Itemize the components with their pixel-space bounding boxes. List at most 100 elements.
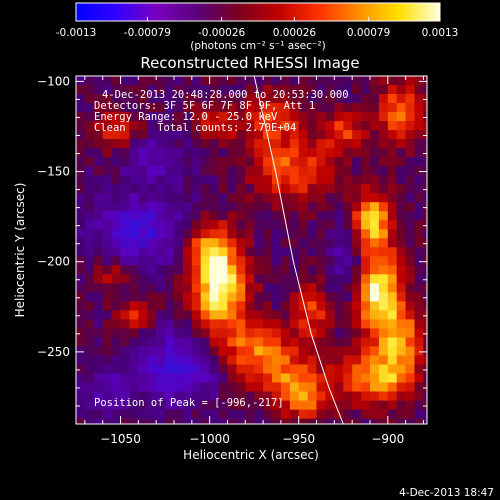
heatmap-cell <box>93 292 104 302</box>
heatmap-cell <box>316 373 326 384</box>
heatmap-cell <box>200 292 211 302</box>
heatmap-cell <box>405 211 416 221</box>
heatmap-cell <box>76 211 86 221</box>
heatmap-cell <box>396 274 407 284</box>
heatmap-cell <box>254 409 264 420</box>
heatmap-cell <box>378 157 389 167</box>
heatmap-cell <box>182 283 193 293</box>
heatmap-cell <box>289 265 300 275</box>
heatmap-cell <box>147 229 157 239</box>
heatmap-cell <box>396 418 407 424</box>
heatmap-cell <box>84 292 95 302</box>
heatmap-cell <box>165 103 175 113</box>
heatmap-cell <box>334 238 344 248</box>
heatmap-cell <box>352 112 362 122</box>
heatmap-cell <box>387 247 398 257</box>
heatmap-cell <box>218 310 228 320</box>
heatmap-cell <box>156 103 166 113</box>
heatmap-cell <box>316 229 326 239</box>
heatmap-cell <box>120 418 130 424</box>
heatmap-cell <box>174 112 184 122</box>
heatmap-cell <box>325 256 335 266</box>
heatmap-cell <box>174 391 184 402</box>
heatmap-cell <box>343 175 353 185</box>
heatmap-cell <box>378 391 389 402</box>
heatmap-cell <box>414 175 424 185</box>
heatmap-cell <box>200 94 211 104</box>
heatmap-cell <box>147 166 157 176</box>
heatmap-cell <box>254 301 264 311</box>
heatmap-cell <box>325 211 335 221</box>
heatmap-cell <box>102 409 113 420</box>
heatmap-cell <box>165 301 175 311</box>
heatmap-cell <box>76 292 86 302</box>
heatmap-cell <box>129 301 139 311</box>
heatmap-cell <box>102 382 113 393</box>
colorbar: -0.0013 -0.00079 -0.00026 0.00026 0.00079 0.0… <box>56 2 458 52</box>
heatmap-cell <box>254 76 264 86</box>
heatmap-cell <box>334 148 344 158</box>
heatmap-cell <box>129 121 139 131</box>
heatmap-cell <box>138 400 148 411</box>
heatmap-cell <box>307 175 318 185</box>
heatmap-cell <box>209 103 220 113</box>
heatmap-cell <box>174 364 184 375</box>
heatmap-cell <box>102 157 113 167</box>
heatmap-cell <box>102 148 113 158</box>
heatmap-cell <box>334 373 344 384</box>
heatmap-cell <box>387 256 398 266</box>
heatmap-cell <box>182 202 193 212</box>
heatmap-cell <box>272 121 282 131</box>
heatmap-cell <box>156 238 166 248</box>
heatmap-cell <box>272 301 282 311</box>
heatmap-cell <box>84 130 95 140</box>
heatmap-cell <box>352 256 362 266</box>
heatmap-cell <box>387 364 398 375</box>
heatmap-cell <box>289 319 300 329</box>
heatmap-cell <box>200 391 211 402</box>
heatmap-cell <box>387 76 398 86</box>
heatmap-cell <box>138 166 148 176</box>
heatmap-cell <box>138 211 148 221</box>
heatmap-cell <box>84 373 95 384</box>
heatmap-cell <box>325 247 335 257</box>
heatmap-cell <box>245 418 255 424</box>
heatmap-cell <box>387 220 398 230</box>
heatmap-cell <box>76 157 86 167</box>
heatmap-cell <box>396 103 407 113</box>
heatmap-cell <box>218 139 228 149</box>
heatmap-cell <box>138 130 148 140</box>
heatmap-cell <box>307 346 318 357</box>
heatmap-cell <box>174 193 184 203</box>
heatmap-cell <box>263 229 273 239</box>
heatmap-cell <box>343 355 353 366</box>
heatmap-cell <box>343 130 353 140</box>
heatmap-cell <box>182 184 193 194</box>
heatmap-cell <box>343 85 353 95</box>
heatmap-cell <box>209 283 220 293</box>
heatmap-cell <box>316 238 326 248</box>
heatmap-cell <box>298 274 309 284</box>
heatmap-cell <box>316 247 326 257</box>
heatmap-cell <box>182 238 193 248</box>
heatmap-cell <box>298 265 309 275</box>
heatmap-cell <box>361 94 371 104</box>
heatmap-cell <box>138 391 148 402</box>
footer-timestamp: 4-Dec-2013 18:47 <box>399 487 494 499</box>
heatmap-cell <box>343 193 353 203</box>
heatmap-cell <box>280 310 291 320</box>
heatmap-cell <box>200 409 211 420</box>
heatmap-cell <box>272 202 282 212</box>
heatmap-cell <box>156 265 166 275</box>
heatmap-cell <box>182 94 193 104</box>
heatmap-cell <box>147 220 157 230</box>
heatmap-cell <box>378 211 389 221</box>
heatmap-cell <box>343 337 353 348</box>
heatmap-cell <box>102 202 113 212</box>
heatmap-cell <box>182 130 193 140</box>
heatmap-cell <box>414 94 424 104</box>
heatmap-cell <box>405 364 416 375</box>
heatmap-cell <box>102 238 113 248</box>
heatmap-cell <box>387 184 398 194</box>
heatmap-cell <box>174 85 184 95</box>
